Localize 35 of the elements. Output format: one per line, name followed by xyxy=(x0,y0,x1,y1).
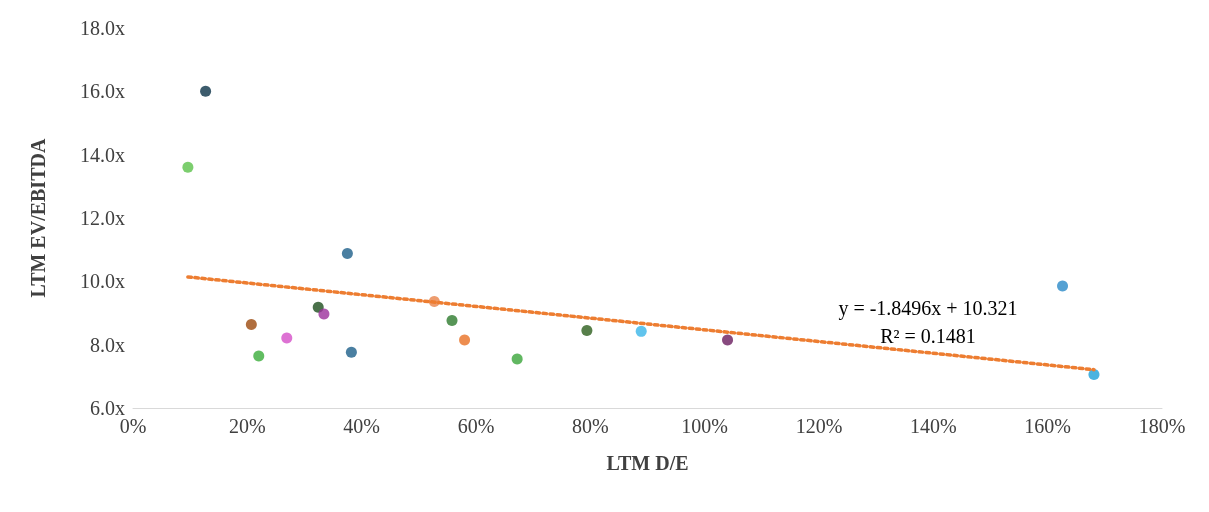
point xyxy=(459,334,471,346)
point xyxy=(345,346,357,358)
y-tick-label: 8.0x xyxy=(90,333,125,356)
point xyxy=(1057,280,1069,292)
x-tick-label: 160% xyxy=(1024,415,1071,437)
point xyxy=(281,332,293,344)
point xyxy=(635,325,647,337)
point xyxy=(581,324,593,336)
y-tick-label: 12.0x xyxy=(80,207,125,229)
point xyxy=(446,315,458,327)
y-tick-label: 18.0x xyxy=(80,17,125,39)
annotation: y = -1.8496x + 10.321 xyxy=(838,297,1018,320)
y-tick-label: 10.0x xyxy=(80,270,125,293)
point xyxy=(511,353,523,365)
x-tick-label: 60% xyxy=(457,415,495,437)
x-tick-label: 120% xyxy=(795,415,843,437)
point xyxy=(341,247,353,259)
point xyxy=(245,318,257,330)
point xyxy=(253,350,265,362)
x-tick-label: 180% xyxy=(1138,415,1186,437)
y-tick-label: 14.0x xyxy=(80,143,125,166)
x-tick-label: 80% xyxy=(572,415,609,437)
x-tick-label: 40% xyxy=(343,415,380,437)
y-axis-title: LTM EV/EBITDA xyxy=(27,138,49,298)
point xyxy=(318,308,330,320)
x-tick-label: 100% xyxy=(681,415,728,437)
x-tick-label: 20% xyxy=(229,415,266,437)
point xyxy=(200,85,212,97)
x-axis-title: LTM D/E xyxy=(606,452,689,474)
point xyxy=(722,334,734,346)
x-tick-label: 140% xyxy=(910,415,957,437)
point xyxy=(182,161,194,173)
annotation: R² = 0.1481 xyxy=(880,325,976,347)
y-tick-label: 16.0x xyxy=(80,80,125,103)
point xyxy=(1088,368,1100,380)
